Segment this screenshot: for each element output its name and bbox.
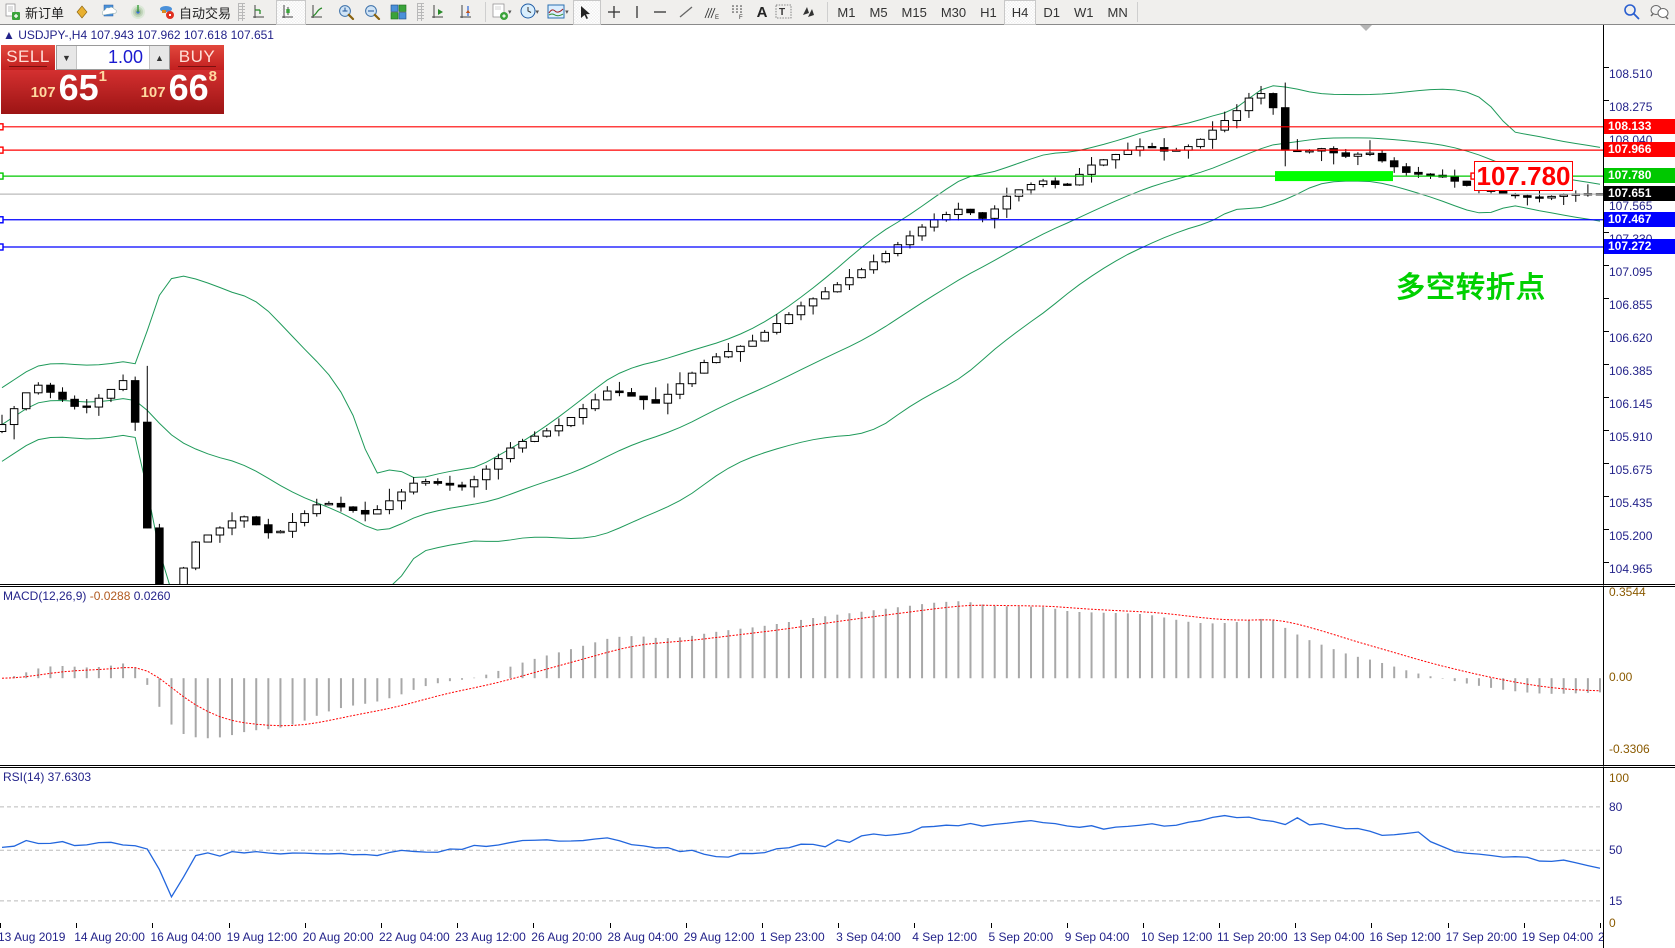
svg-text:F: F bbox=[739, 15, 743, 20]
svg-text:T: T bbox=[779, 7, 785, 18]
svg-text:E: E bbox=[715, 15, 719, 20]
